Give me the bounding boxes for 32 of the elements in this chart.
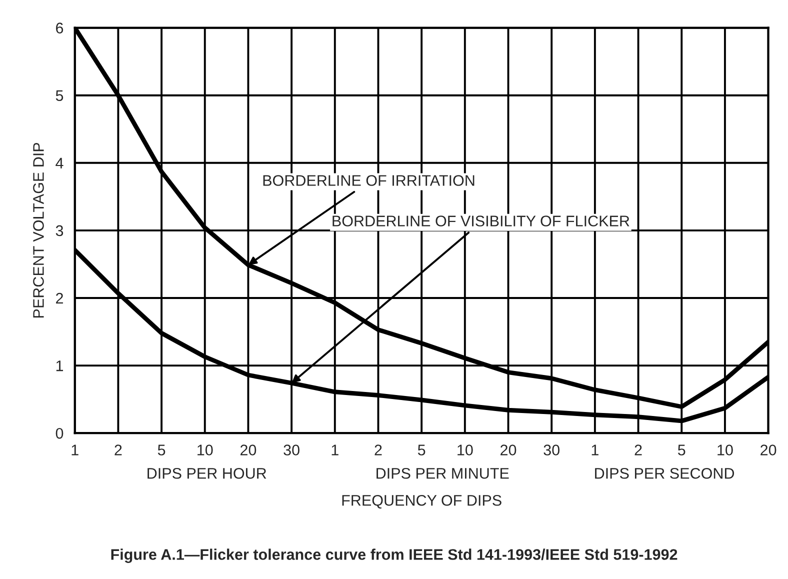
y-tick-label: 2: [56, 292, 63, 304]
y-tick-label: 1: [56, 360, 64, 372]
x-tick-label: 30: [544, 444, 560, 456]
y-tick-label: 5: [56, 90, 64, 102]
text: DIPS PER SECOND: [595, 468, 734, 479]
x-tick-label: 5: [418, 444, 426, 456]
text: Figure A.1—Flicker tolerance curve from IEEE Std 141-1993/IEEE Std 519-1992: [111, 548, 678, 563]
y-tick-label: 4: [56, 158, 64, 168]
x-tick-label: 5: [678, 444, 686, 456]
y-tick-label: 3: [56, 225, 64, 236]
x-tick-label: 20: [500, 444, 516, 456]
x-tick-label: 10: [198, 444, 213, 456]
x-tick-label: 10: [718, 444, 733, 456]
x-tick-label: 1: [72, 444, 78, 456]
x-tick-label: 2: [374, 444, 382, 456]
x-tick-label: 20: [240, 444, 256, 456]
x-tick-label: 10: [458, 444, 473, 456]
x-tick-label: 30: [284, 444, 300, 456]
x-tick-label: 5: [158, 444, 166, 456]
y-tick-label: 6: [56, 22, 64, 34]
annotation: BORDERLINE OF VISIBILITY OF FLICKER: [332, 216, 630, 226]
x-tick-label: 1: [592, 444, 598, 456]
text: DIPS PER MINUTE: [376, 468, 509, 479]
x-tick-label: 1: [332, 444, 338, 456]
x-tick-label: 2: [114, 444, 122, 456]
x-axis-title: FREQUENCY OF DIPS: [342, 494, 502, 509]
annotation: BORDERLINE OF IRRITATION: [263, 175, 474, 186]
x-tick-label: 20: [760, 444, 776, 456]
y-tick-label: 0: [56, 428, 64, 439]
x-tick-label: 2: [634, 444, 642, 456]
text: DIPS PER HOUR: [148, 468, 266, 479]
y-axis-title: PERCENT VOLTAGE DIP: [33, 142, 44, 318]
